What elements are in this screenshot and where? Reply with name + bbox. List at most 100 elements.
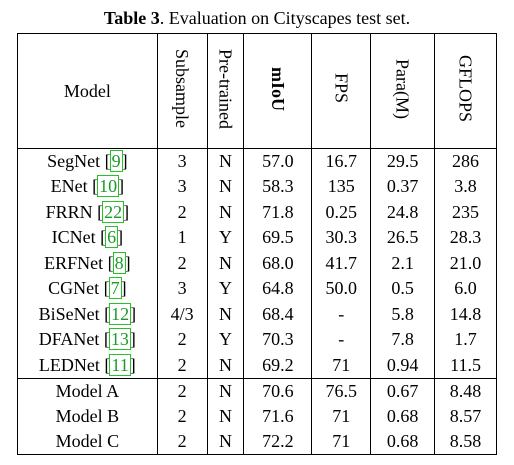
cell-pretrained: N bbox=[206, 148, 245, 174]
cell-pretrained: Y bbox=[206, 276, 245, 302]
cell-pretrained: N bbox=[206, 174, 245, 200]
citation-link[interactable]: 13 bbox=[108, 328, 131, 351]
citation-link[interactable]: 6 bbox=[105, 226, 119, 249]
cell-model: ICNet [6] bbox=[17, 225, 158, 251]
table-body: SegNet [9] 3 N 57.0 16.7 29.5 286 ENet [10] 3 N 58… bbox=[17, 148, 497, 455]
cell-pretrained: N bbox=[206, 429, 245, 455]
model-name: Model B bbox=[55, 405, 120, 426]
cell-miou: 71.6 bbox=[243, 403, 313, 429]
cell-model: LEDNet [11] bbox=[17, 352, 158, 378]
header-params: Para(M) bbox=[370, 33, 436, 149]
cell-subsample: 2 bbox=[156, 352, 208, 378]
cell-miou: 64.8 bbox=[243, 276, 313, 302]
cell-model: DFANet [13] bbox=[17, 327, 158, 353]
cell-params: 0.94 bbox=[370, 352, 436, 378]
cell-miou: 57.0 bbox=[243, 148, 313, 174]
model-name: Model A bbox=[55, 380, 120, 401]
cell-subsample: 2 bbox=[156, 250, 208, 276]
table-row: FRRN [22] 2 N 71.8 0.25 24.8 235 bbox=[17, 199, 497, 225]
cell-model: SegNet [9] bbox=[17, 148, 158, 174]
cell-gflops: 6.0 bbox=[434, 276, 497, 302]
cell-model: FRRN [22] bbox=[17, 199, 158, 225]
citation-link[interactable]: 12 bbox=[109, 302, 132, 325]
model-name: FRRN bbox=[45, 201, 93, 222]
cell-pretrained: N bbox=[206, 403, 245, 429]
cell-subsample: 2 bbox=[156, 199, 208, 225]
cell-subsample: 2 bbox=[156, 377, 208, 404]
header-miou: mIoU bbox=[243, 33, 313, 149]
cell-miou: 68.0 bbox=[243, 250, 313, 276]
cell-miou: 69.2 bbox=[243, 352, 313, 378]
cell-subsample: 4/3 bbox=[156, 301, 208, 327]
header-pretrained: Pre-trained bbox=[206, 33, 245, 149]
cell-params: 0.67 bbox=[370, 377, 436, 404]
header-model: Model bbox=[17, 33, 158, 149]
cell-subsample: 2 bbox=[156, 429, 208, 455]
cell-subsample: 3 bbox=[156, 174, 208, 200]
cell-pretrained: N bbox=[206, 199, 245, 225]
table-row: Model A 2 N 70.6 76.5 0.67 8.48 bbox=[17, 377, 497, 404]
header-gflops: GFLOPS bbox=[434, 33, 497, 149]
model-name: BiSeNet bbox=[38, 303, 100, 324]
cell-gflops: 235 bbox=[434, 199, 497, 225]
table-row: LEDNet [11] 2 N 69.2 71 0.94 11.5 bbox=[17, 352, 497, 378]
cell-gflops: 3.8 bbox=[434, 174, 497, 200]
cell-pretrained: N bbox=[206, 352, 245, 378]
cell-gflops: 286 bbox=[434, 148, 497, 174]
header-fps: FPS bbox=[311, 33, 372, 149]
header-subsample: Subsample bbox=[156, 33, 208, 149]
cell-params: 2.1 bbox=[370, 250, 436, 276]
cell-gflops: 11.5 bbox=[434, 352, 497, 378]
cell-pretrained: N bbox=[206, 377, 245, 404]
cell-model: CGNet [7] bbox=[17, 276, 158, 302]
table-row: DFANet [13] 2 Y 70.3-7.8 1.7 bbox=[17, 327, 497, 353]
cell-model: ERFNet [8] bbox=[17, 250, 158, 276]
cell-pretrained: N bbox=[206, 301, 245, 327]
cell-subsample: 2 bbox=[156, 403, 208, 429]
cell-pretrained: N bbox=[206, 250, 245, 276]
cell-fps: 71 bbox=[311, 429, 372, 455]
cell-fps: - bbox=[311, 327, 372, 353]
cell-fps: 41.7 bbox=[311, 250, 372, 276]
citation-link[interactable]: 8 bbox=[112, 251, 126, 274]
table-row: Model B 2 N 71.6 71 0.68 8.57 bbox=[17, 403, 497, 429]
model-name: ICNet bbox=[51, 227, 96, 248]
cell-fps: 16.7 bbox=[311, 148, 372, 174]
cell-params: 0.68 bbox=[370, 429, 436, 455]
cell-params: 0.5 bbox=[370, 276, 436, 302]
cell-fps: 71 bbox=[311, 403, 372, 429]
cell-miou: 72.2 bbox=[243, 429, 313, 455]
model-name: SegNet bbox=[47, 151, 101, 171]
table-caption: Table 3. Evaluation on Cityscapes test s… bbox=[0, 7, 514, 29]
table-row: ICNet [6] 1 Y 69.5 30.3 26.5 28.3 bbox=[17, 225, 497, 251]
cell-fps: 135 bbox=[311, 174, 372, 200]
citation-link[interactable]: 9 bbox=[109, 150, 123, 172]
citation-link[interactable]: 7 bbox=[108, 277, 122, 300]
cell-subsample: 1 bbox=[156, 225, 208, 251]
table-row: SegNet [9] 3 N 57.0 16.7 29.5 286 bbox=[17, 148, 497, 174]
table-row: BiSeNet [12] 4/3 N 68.4-5.8 14.8 bbox=[17, 301, 497, 327]
cell-gflops: 14.8 bbox=[434, 301, 497, 327]
cell-params: 29.5 bbox=[370, 148, 436, 174]
caption-text: . Evaluation on Cityscapes test set. bbox=[159, 8, 411, 28]
table-row: ENet [10] 3 N 58.3 135 0.37 3.8 bbox=[17, 174, 497, 200]
citation-link[interactable]: 22 bbox=[102, 200, 125, 223]
citation-link[interactable]: 11 bbox=[109, 353, 131, 376]
cell-pretrained: Y bbox=[206, 225, 245, 251]
cell-model: Model B bbox=[17, 403, 158, 429]
cell-gflops: 1.7 bbox=[434, 327, 497, 353]
cell-miou: 71.8 bbox=[243, 199, 313, 225]
cell-fps: 50.0 bbox=[311, 276, 372, 302]
citation-link[interactable]: 10 bbox=[97, 175, 120, 198]
model-name: LEDNet bbox=[38, 354, 100, 375]
cell-gflops: 8.57 bbox=[434, 403, 497, 429]
cell-fps: - bbox=[311, 301, 372, 327]
cell-gflops: 8.58 bbox=[434, 429, 497, 455]
cell-subsample: 2 bbox=[156, 327, 208, 353]
table-row: CGNet [7] 3 Y 64.8 50.0 0.5 6.0 bbox=[17, 276, 497, 302]
table-label: Table 3 bbox=[103, 8, 160, 28]
cell-params: 26.5 bbox=[370, 225, 436, 251]
cell-subsample: 3 bbox=[156, 148, 208, 174]
cell-gflops: 8.48 bbox=[434, 377, 497, 404]
model-name: ERFNet bbox=[44, 252, 104, 273]
